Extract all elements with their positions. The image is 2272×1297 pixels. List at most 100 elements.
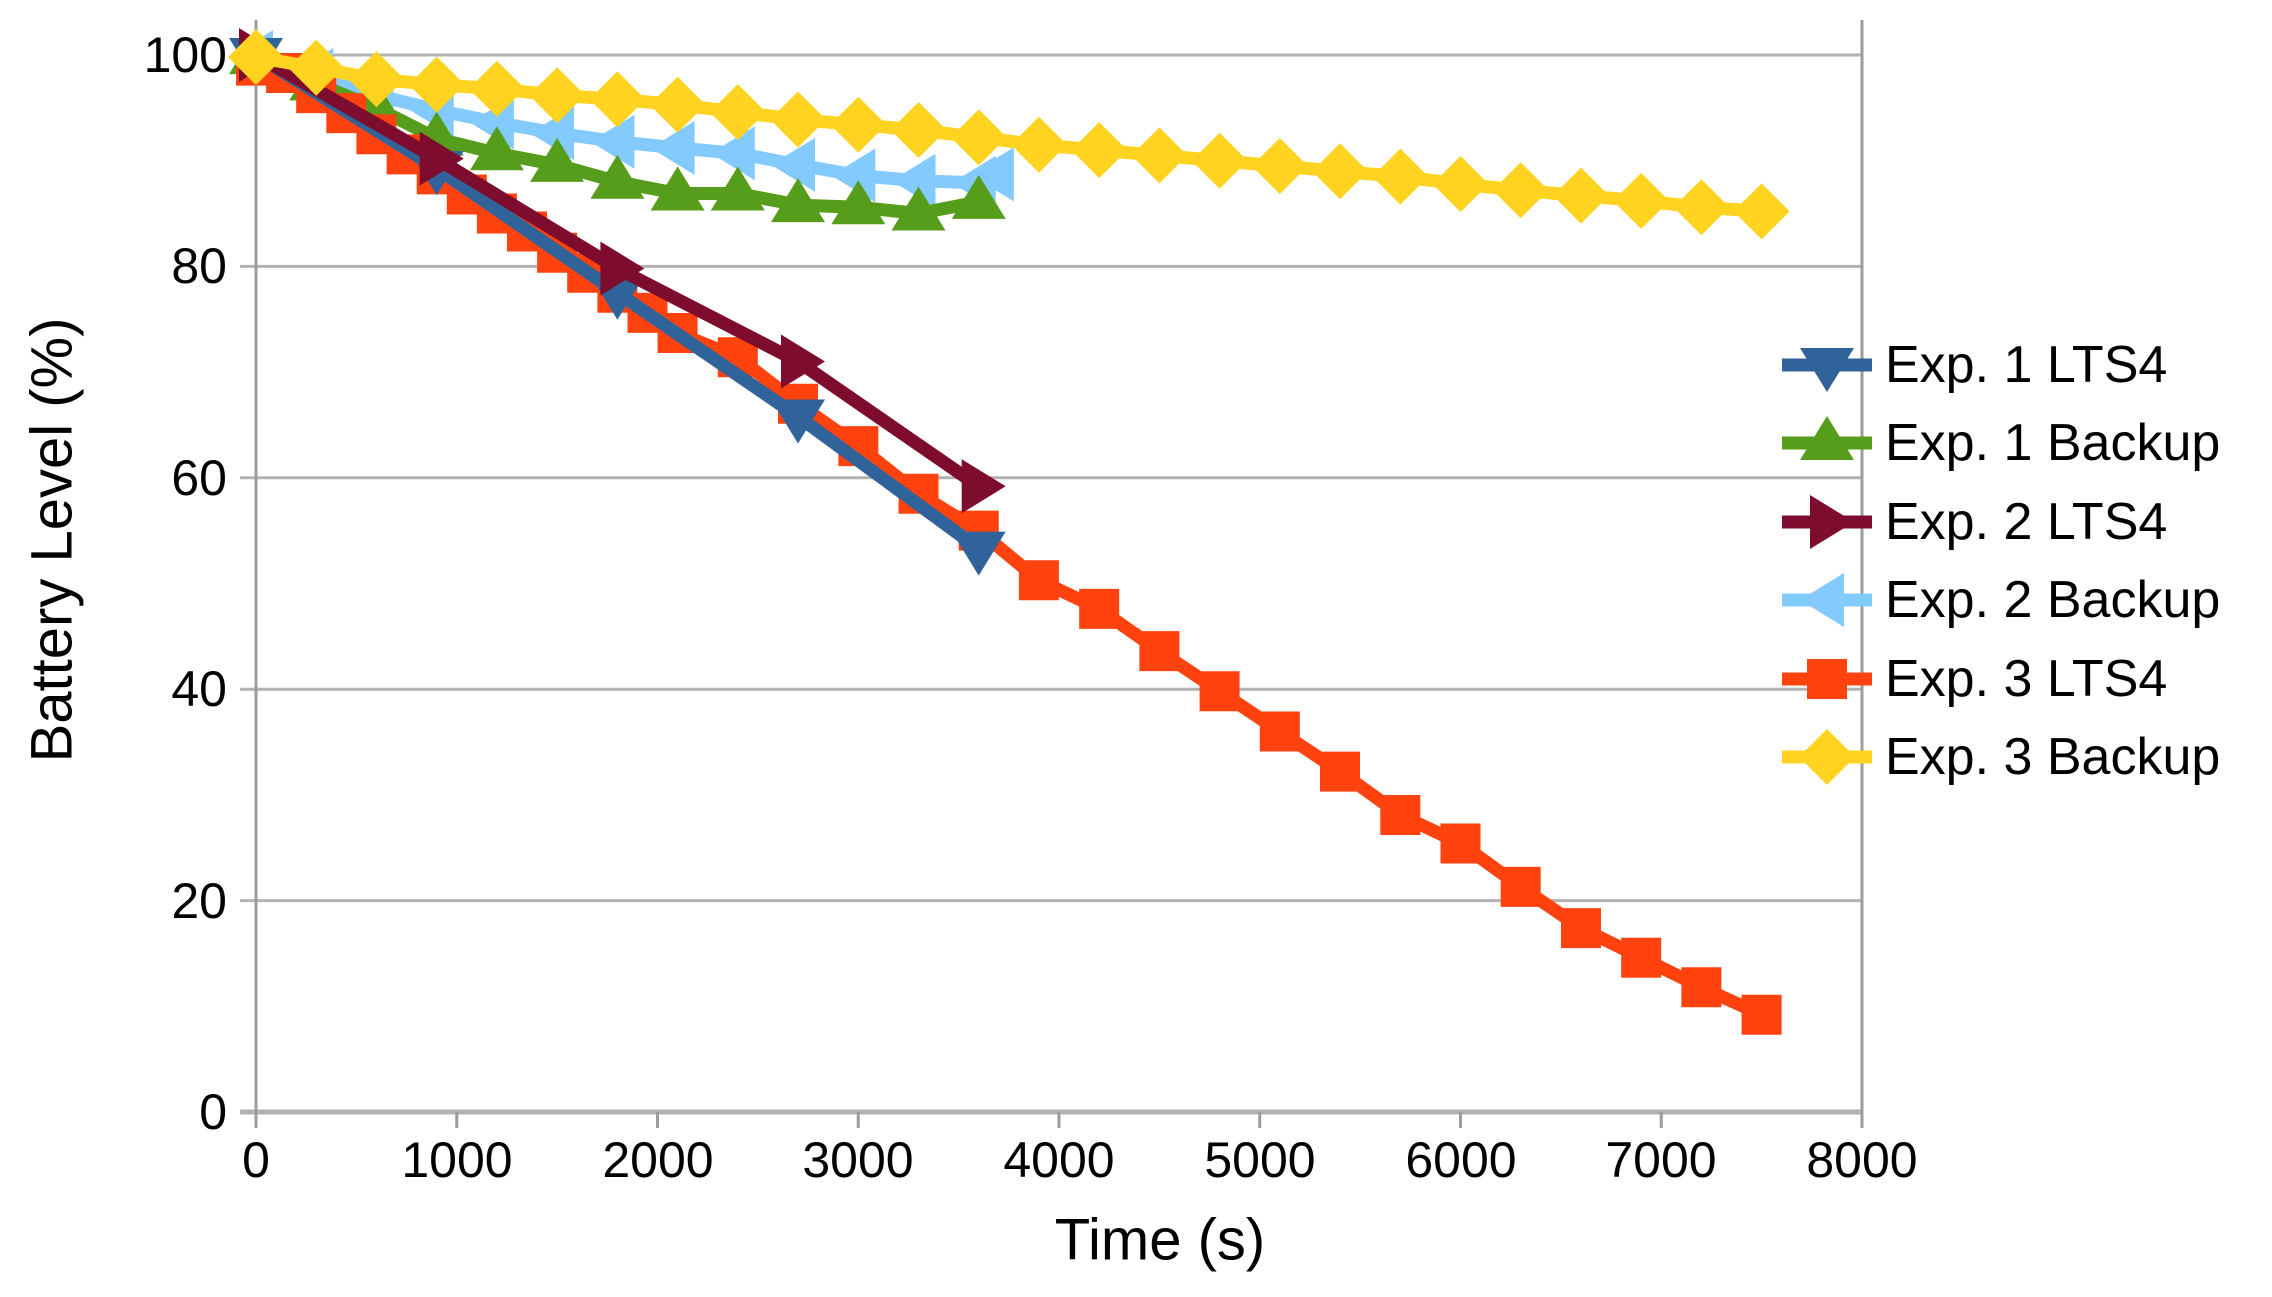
diamond-marker-exp-3-backup [1071,122,1128,179]
legend-label-exp-1-lts4: Exp. 1 LTS4 [1885,336,2168,394]
diamond-marker-exp-3-backup [830,96,887,153]
triangle-up-icon [1800,416,1854,460]
legend-marker-exp-2-backup [1782,573,1872,627]
legend-label-exp-3-backup: Exp. 3 Backup [1885,728,2221,786]
legend-marker-exp-3-backup [1782,729,1872,785]
x-tick-label-7000: 7000 [1605,1132,1717,1188]
diamond-marker-exp-3-backup [468,60,525,117]
diamond-marker-exp-3-backup [348,51,405,108]
square-marker-exp-3-lts4 [1681,967,1722,1008]
diamond-marker-exp-3-backup [950,109,1007,166]
diamond-marker-exp-3-backup [1372,148,1429,205]
x-tick-label-5000: 5000 [1204,1132,1316,1188]
square-marker-exp-3-lts4 [1018,560,1059,601]
diamond-marker-exp-3-backup [1673,179,1730,236]
triangle-right-marker-exp-2-lts4 [600,241,645,296]
triangle-up-marker-exp-1-backup [771,178,825,223]
triangle-up-marker-exp-1-backup [951,174,1006,219]
square-marker-exp-3-lts4 [1440,823,1481,864]
triangle-down-icon [1800,348,1854,392]
square-marker-exp-3-lts4 [1320,751,1360,792]
triangle-up-marker-exp-1-backup [469,126,524,171]
diamond-marker-exp-3-backup [1251,138,1308,194]
diamond-marker-exp-3-backup [649,76,706,133]
legend-marker-exp-3-lts4 [1782,659,1872,699]
x-tick-label-1000: 1000 [401,1132,513,1188]
legend-label-exp-1-backup: Exp. 1 Backup [1885,414,2221,472]
y-tick-label-0: 0 [199,1084,227,1140]
triangle-left-marker-exp-2-backup [969,147,1014,202]
square-marker-exp-3-lts4 [1079,588,1120,629]
legend-label-exp-2-backup: Exp. 2 Backup [1885,571,2221,629]
legend-label-exp-2-lts4: Exp. 2 LTS4 [1885,493,2168,551]
diamond-marker-exp-3-backup [1553,167,1609,224]
y-axis-title: Battery Level (%) [19,317,85,763]
triangle-left-marker-exp-2-backup [710,126,755,181]
triangle-left-icon [1800,573,1844,627]
legend-item-exp-3-lts4: Exp. 3 LTS4 [1782,640,2242,718]
square-marker-exp-3-lts4 [1380,795,1421,835]
diamond-marker-exp-3-backup [1010,116,1067,173]
legend-label-exp-3-lts4: Exp. 3 LTS4 [1885,650,2168,708]
square-marker-exp-3-lts4 [1199,671,1240,712]
x-tick-label-6000: 6000 [1405,1132,1517,1188]
triangle-up-marker-exp-1-backup [891,186,946,231]
diamond-marker-exp-3-backup [770,91,826,148]
y-tick-label-40: 40 [171,661,227,717]
triangle-left-marker-exp-2-backup [831,148,876,203]
diamond-marker-exp-3-backup [709,84,766,141]
triangle-down-marker-exp-1-lts4 [771,399,825,444]
triangle-up-marker-exp-1-backup [530,137,585,182]
diamond-marker-exp-3-backup [228,29,284,86]
triangle-left-marker-exp-2-backup [891,153,936,208]
diamond-marker-exp-3-backup [408,56,465,113]
triangle-up-marker-exp-1-backup [650,166,705,211]
diamond-marker-exp-3-backup [1613,172,1670,229]
diamond-marker-exp-3-backup [1733,183,1790,240]
square-marker-exp-3-lts4 [1500,866,1541,907]
legend-item-exp-1-backup: Exp. 1 Backup [1782,404,2242,482]
triangle-up-marker-exp-1-backup [710,166,765,211]
x-tick-label-4000: 4000 [1003,1132,1115,1188]
legend-item-exp-2-lts4: Exp. 2 LTS4 [1782,483,2242,561]
triangle-up-marker-exp-1-backup [831,180,886,225]
diamond-marker-exp-3-backup [1312,143,1368,200]
x-tick-label-8000: 8000 [1806,1132,1918,1188]
square-marker-exp-3-lts4 [1139,631,1180,672]
triangle-left-marker-exp-2-backup [771,137,815,192]
x-tick-label-0: 0 [242,1132,270,1188]
triangle-right-icon [1810,495,1854,549]
diamond-marker-exp-3-backup [589,71,646,128]
series-exp-3-backup [228,29,1790,240]
square-marker-exp-3-lts4 [1259,711,1300,752]
diamond-marker-exp-3-backup [1492,162,1549,219]
legend-marker-exp-2-lts4 [1782,495,1872,549]
y-tick-label-80: 80 [171,238,227,294]
square-icon [1807,659,1847,699]
x-tick-label-2000: 2000 [602,1132,714,1188]
diamond-marker-exp-3-backup [1191,132,1248,189]
x-tick-label-3000: 3000 [802,1132,914,1188]
x-axis-title: Time (s) [1054,1207,1266,1273]
triangle-right-marker-exp-2-lts4 [781,334,825,389]
triangle-right-marker-exp-2-lts4 [419,131,464,186]
legend-marker-exp-1-backup [1782,416,1872,460]
legend-item-exp-1-lts4: Exp. 1 LTS4 [1782,326,2242,404]
diamond-marker-exp-3-backup [1432,156,1489,212]
diamond-marker-exp-3-backup [529,67,586,124]
legend-marker-exp-1-lts4 [1782,348,1872,392]
diamond-marker-exp-3-backup [288,39,345,96]
y-tick-label-20: 20 [171,873,227,929]
diamond-icon [1799,729,1855,785]
triangle-up-marker-exp-1-backup [590,154,645,199]
diamond-marker-exp-3-backup [890,102,947,158]
triangle-left-marker-exp-2-backup [590,114,635,169]
diamond-marker-exp-3-backup [1131,127,1188,184]
legend-item-exp-3-backup: Exp. 3 Backup [1782,718,2242,796]
triangle-right-marker-exp-2-lts4 [961,459,1006,514]
y-tick-label-60: 60 [171,450,227,506]
square-marker-exp-3-lts4 [1741,994,1782,1035]
triangle-left-marker-exp-2-backup [650,121,695,175]
